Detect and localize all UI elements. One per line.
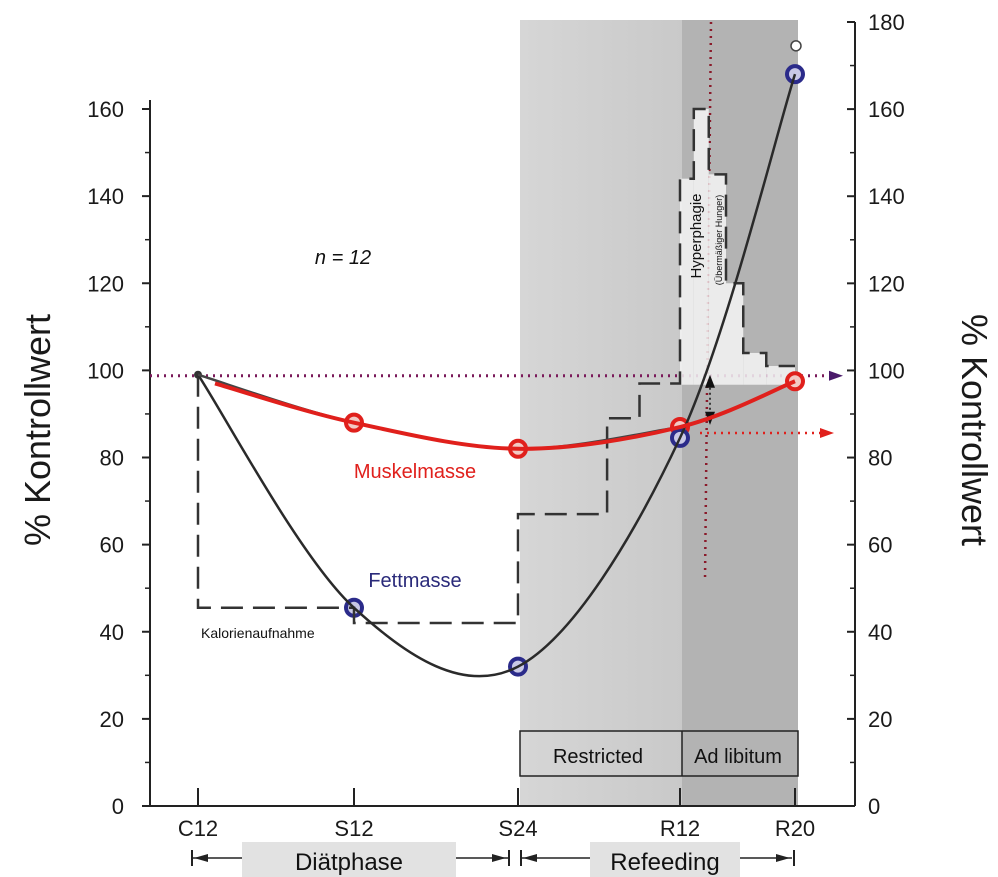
right-tick-label: 80	[868, 446, 892, 471]
right-tick-label: 120	[868, 271, 905, 296]
muscle-mass-line	[214, 379, 796, 451]
left-tick-label: 100	[87, 358, 124, 383]
fat-point	[785, 64, 805, 85]
x-tick-label: R12	[660, 816, 700, 841]
hyperphagia-label: Hyperphagie	[688, 193, 705, 278]
right-tick-label: 60	[868, 533, 892, 558]
right-tick-label: 140	[868, 184, 905, 209]
right-tick-label: 160	[868, 97, 905, 122]
right-axis: 0 20 40 60 80 100 120 140 160 180	[847, 10, 905, 819]
calorie-intake-line	[196, 107, 795, 625]
left-tick-label: 140	[87, 184, 124, 209]
left-tick-label: 40	[100, 620, 124, 645]
hyperphagia-bar	[693, 109, 709, 385]
left-axis: 0 20 40 60 80 100 120 140 160	[87, 97, 151, 819]
fat-label: Fettmasse	[368, 570, 461, 592]
restricted-label: Restricted	[553, 746, 643, 768]
x-tick-label: R20	[775, 816, 815, 841]
hyperphagia-bar	[726, 283, 744, 385]
fat-end-open-marker	[790, 40, 802, 52]
right-tick-label: 0	[868, 794, 880, 819]
restricted-shading	[520, 20, 682, 806]
muscle-arrow-head	[820, 428, 834, 439]
right-tick-label: 100	[868, 358, 905, 383]
hyperphagia-bars	[680, 109, 795, 385]
x-axis: C12 S12 S24 R12 R20	[150, 788, 855, 841]
fat-mass-line	[196, 73, 797, 678]
hyperphagia-bar	[743, 352, 767, 385]
n-label: n = 12	[315, 247, 371, 269]
calories-label: Kalorienaufnahme	[201, 625, 315, 641]
y-axis-title-left: % Kontrollwert	[17, 314, 58, 546]
left-tick-label: 120	[87, 271, 124, 296]
x-tick-label: S12	[334, 816, 373, 841]
hyperphagia-bar	[708, 174, 726, 385]
x-tick-label: S24	[498, 816, 537, 841]
left-tick-label: 60	[100, 533, 124, 558]
ad-libitum-label: Ad libitum	[694, 746, 782, 768]
left-tick-label: 80	[100, 446, 124, 471]
phase-diet-label: Diätphase	[295, 849, 403, 876]
x-tick-label: C12	[178, 816, 218, 841]
phase-refeeding-label: Refeeding	[610, 849, 719, 876]
left-tick-label: 20	[100, 707, 124, 732]
phase-bar: Diätphase Refeeding	[191, 842, 795, 877]
reference-arrow	[829, 370, 843, 381]
hyperphagia-bar	[680, 178, 694, 385]
hyperphagia-sub-label: (Übermäßiger Hunger)	[714, 195, 724, 286]
right-tick-label: 180	[868, 10, 905, 35]
y-axis-title-right: % Kontrollwert	[954, 314, 995, 546]
muscle-label: Muskelmasse	[354, 461, 476, 483]
left-tick-label: 0	[112, 794, 124, 819]
left-tick-label: 160	[87, 97, 124, 122]
feeding-mode-box: Restricted Ad libitum	[519, 730, 799, 777]
right-tick-label: 40	[868, 620, 892, 645]
right-tick-label: 20	[868, 707, 892, 732]
